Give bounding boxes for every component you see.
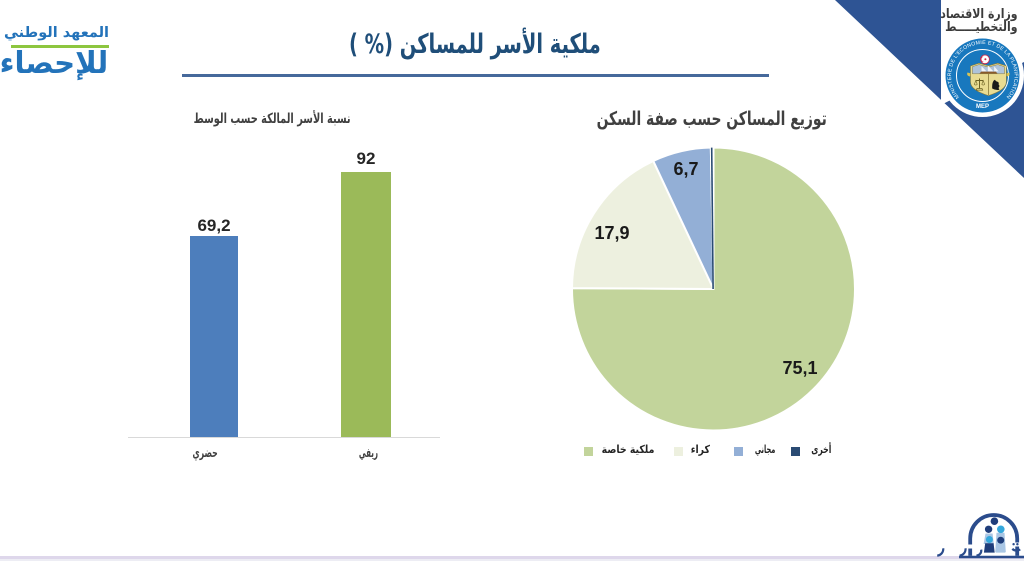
svg-text:MEP: MEP	[976, 104, 989, 110]
